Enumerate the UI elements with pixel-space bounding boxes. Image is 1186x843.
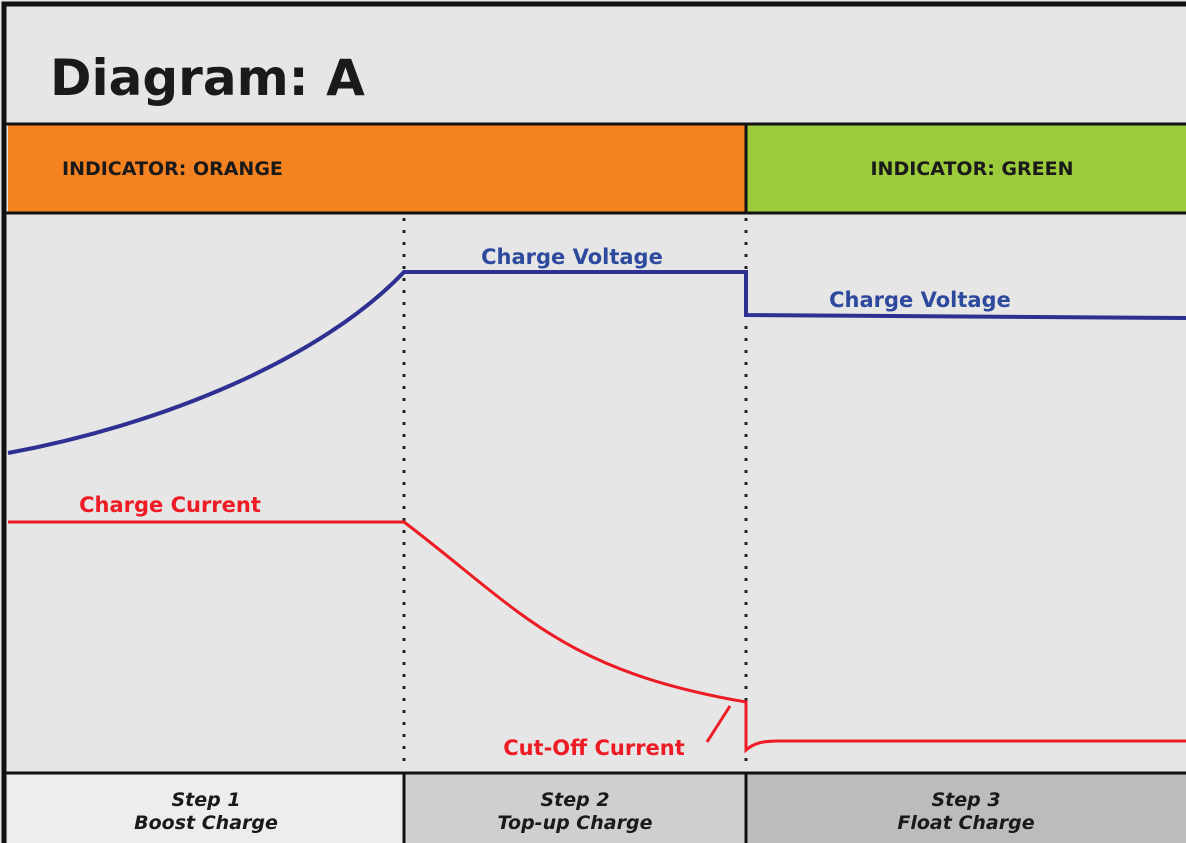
current-label: Charge Current [79,493,261,517]
step-3-cell [746,773,1186,843]
title: Diagram: A [50,49,365,107]
step-name: Float Charge [897,812,1034,834]
voltage-label: Charge Voltage [829,288,1011,312]
step-number: Step 3 [931,789,1000,811]
step-number: Step 1 [171,789,240,811]
step-name: Boost Charge [134,812,278,834]
step-name: Top-up Charge [498,812,653,834]
step-2-cell [404,773,746,843]
voltage-curve [7,270,1186,455]
indicator-label: INDICATOR: ORANGE [62,158,283,180]
current-curve [8,520,1186,754]
voltage-label: Charge Voltage [481,245,663,269]
cutoff-label: Cut-Off Current [503,736,685,760]
step-labels: Step 1 Boost Charge Step 2 Top-up Charge… [134,789,1035,834]
indicator-label: INDICATOR: GREEN [870,158,1073,180]
step-number: Step 2 [540,789,609,811]
step-dividers [402,218,748,770]
cutoff-leader [705,705,732,743]
indicator-green [746,124,1186,213]
step-1-cell [8,773,404,843]
indicator-orange [8,124,746,213]
